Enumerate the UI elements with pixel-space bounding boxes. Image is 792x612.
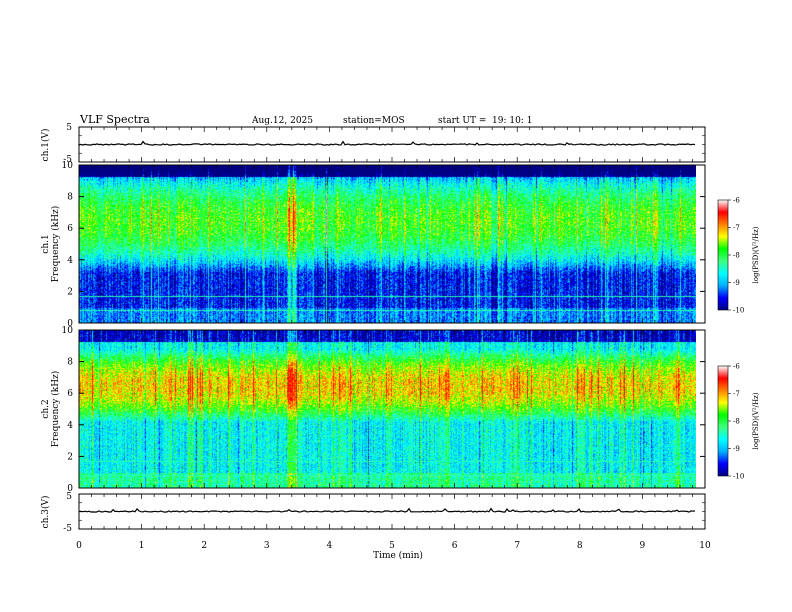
ytick-label: 4 — [67, 256, 73, 266]
xtick-label: 2 — [201, 541, 207, 551]
ch1-ytick-bottom: -5 — [63, 155, 72, 165]
ch1-yticks: 0 2 4 6 8 10 — [62, 161, 705, 329]
ytick-label: 6 — [67, 389, 73, 399]
ytick-label: 10 — [62, 326, 74, 336]
xtick-label: 6 — [452, 541, 458, 551]
colorbar-tick-label: -7 — [733, 390, 740, 398]
ch1-waveform-ylabel: ch.1(V) — [40, 129, 51, 162]
colorbar-tick-label: -7 — [733, 224, 740, 232]
colorbar-tick-label: -9 — [733, 279, 740, 287]
xtick-label: 10 — [699, 541, 711, 551]
ytick-label: 2 — [67, 452, 73, 462]
ytick-label: 0 — [67, 319, 73, 329]
colorbar-tick-label: -8 — [733, 418, 740, 426]
ch1-waveform-trace — [78, 126, 705, 163]
xtick-label: 4 — [327, 541, 333, 551]
xtick-label: 3 — [264, 541, 270, 551]
colorbar-label: log(PSD)(V²/Hz) — [752, 392, 760, 449]
colorbar-tick-label: -8 — [733, 252, 740, 260]
start-ut-time: 19: 10: 1 — [492, 116, 532, 126]
ytick-label: 8 — [67, 193, 73, 203]
date-label: Aug.12, 2025 — [251, 116, 313, 126]
x-axis-label: Time (min) — [373, 550, 423, 561]
ch2-yticks: 0 2 4 6 8 10 — [62, 326, 705, 494]
ytick-label: 0 — [67, 484, 73, 494]
waveform-line — [78, 507, 696, 513]
station-label: station=MOS — [343, 116, 405, 126]
ch3-ytick-bottom: -5 — [63, 524, 72, 534]
colorbar-label: log(PSD)(V²/Hz) — [752, 226, 760, 283]
colorbar-tick-label: -6 — [733, 363, 740, 371]
spectrogram-raster — [79, 165, 696, 323]
figure-title: VLF Spectra — [79, 113, 150, 126]
ch2-colorbar: -6 -7 -8 -9 -10 log(PSD)(V²/Hz) — [717, 363, 760, 481]
ch1-spec-ylabel-channel: ch.1 — [41, 234, 51, 253]
ch1-spectrogram-image — [79, 165, 696, 323]
xtick-label: 9 — [640, 541, 646, 551]
ytick-label: 2 — [67, 287, 73, 297]
spectrogram-raster — [79, 330, 696, 488]
xtick-label: 0 — [76, 541, 82, 551]
ch1-waveform-panel: 5 -5 ch.1(V) — [40, 123, 706, 165]
colorbar-gradient — [717, 199, 729, 311]
xtick-label: 7 — [514, 541, 520, 551]
ytick-label: 8 — [67, 358, 73, 368]
colorbar-tick-label: -9 — [733, 445, 740, 453]
start-ut-label: start UT = — [438, 116, 486, 126]
xtick-label: 8 — [577, 541, 583, 551]
colorbar-tick-label: -6 — [733, 197, 740, 205]
colorbar-gradient — [717, 365, 729, 477]
ch1-spec-ylabel-frequency: Frequency (kHz) — [50, 206, 61, 283]
ytick-label: 6 — [67, 224, 73, 234]
xtick-label: 1 — [139, 541, 145, 551]
ch3-waveform-trace — [78, 493, 705, 530]
ch1-colorbar: -6 -7 -8 -9 -10 log(PSD)(V²/Hz) — [717, 197, 760, 315]
ch2-spectrogram-image — [79, 330, 696, 488]
time-axis-ticks: 0 1 2 3 4 5 6 7 8 9 10 — [76, 127, 711, 551]
ch2-spectrogram-panel: 0 2 4 6 8 10 ch.2 Frequency (kHz) -6 -7 -8 -9 -10… — [41, 326, 760, 494]
ytick-label: 10 — [62, 161, 74, 171]
ch3-waveform-ylabel: ch.3(V) — [40, 496, 51, 529]
ch1-ytick-top: 5 — [66, 123, 72, 133]
colorbar-tick-label: -10 — [733, 473, 744, 481]
xtick-label: 5 — [389, 541, 395, 551]
ch2-spec-ylabel-frequency: Frequency (kHz) — [50, 371, 61, 448]
ch3-ytick-top: 5 — [66, 492, 72, 502]
ch2-spec-ylabel-channel: ch.2 — [41, 399, 51, 418]
colorbar-tick-label: -10 — [733, 307, 744, 315]
ytick-label: 4 — [67, 421, 73, 431]
ch3-waveform-panel: 5 -5 ch.3(V) — [40, 492, 706, 534]
waveform-line — [78, 140, 696, 146]
ch1-spectrogram-panel: 0 2 4 6 8 10 ch.1 Frequency (kHz) -6 -7 -8 -9 -10… — [41, 161, 760, 329]
